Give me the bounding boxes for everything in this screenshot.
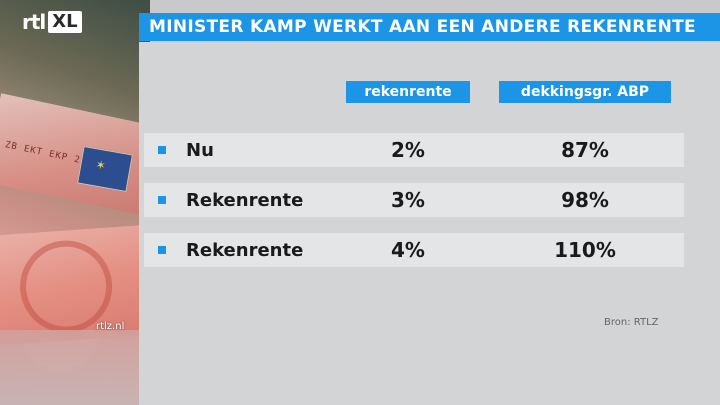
title-bar: MINISTER KAMP WERKT AAN EEN ANDERE REKEN… xyxy=(139,13,720,41)
bullet-icon xyxy=(158,146,166,154)
page-title: MINISTER KAMP WERKT AAN EEN ANDERE REKEN… xyxy=(149,17,696,37)
money-background-bottom xyxy=(0,330,150,405)
logo-rtl-text: rtl xyxy=(22,10,46,34)
row-label: Rekenrente xyxy=(186,239,304,261)
logo-xl-text: XL xyxy=(48,11,82,33)
rekenrente-value: 2% xyxy=(391,138,425,162)
row-label: Rekenrente xyxy=(186,189,304,211)
source-label: Bron: RTLZ xyxy=(604,317,659,328)
table-row: Rekenrente 3% 98% xyxy=(144,183,684,217)
dekking-value: 110% xyxy=(554,238,616,262)
rtlz-logo: rtl XL xyxy=(22,10,82,34)
rekenrente-value: 3% xyxy=(391,188,425,212)
dekking-value: 98% xyxy=(561,188,609,212)
bullet-icon xyxy=(158,246,166,254)
dekking-value: 87% xyxy=(561,138,609,162)
site-watermark: rtlz.nl xyxy=(96,321,125,332)
table-row: Nu 2% 87% xyxy=(144,133,684,167)
table-row: Rekenrente 4% 110% xyxy=(144,233,684,267)
column-header-rekenrente: rekenrente xyxy=(346,81,470,103)
column-header-dekkingsgraad: dekkingsgr. ABP xyxy=(499,81,671,103)
row-label: Nu xyxy=(186,139,214,161)
rekenrente-value: 4% xyxy=(391,238,425,262)
bullet-icon xyxy=(158,196,166,204)
